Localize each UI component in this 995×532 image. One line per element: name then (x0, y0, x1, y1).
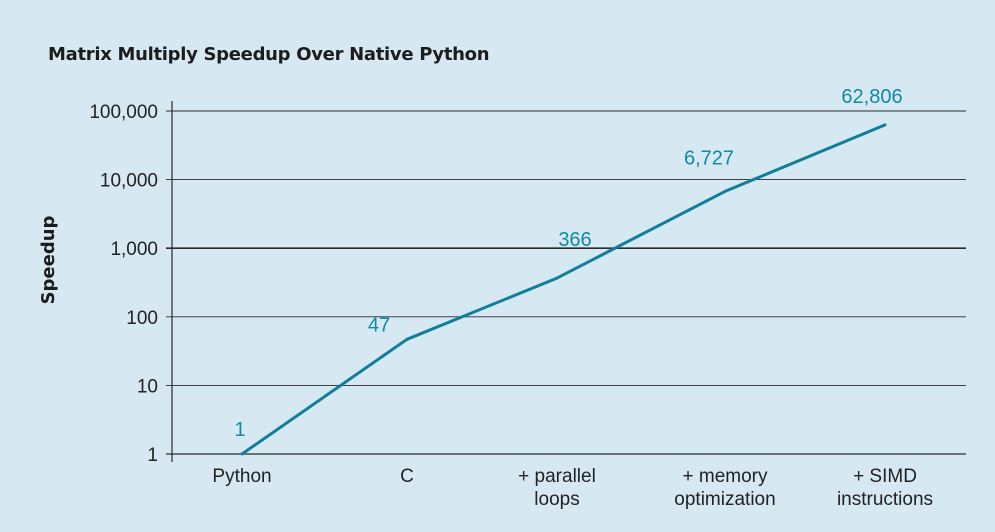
series-speedup (240, 123, 887, 456)
data-labels: 1 47 366 6,727 62,806 (234, 86, 902, 441)
y-tick-labels: 1 10 100 1,000 10,000 100,000 (89, 102, 158, 466)
data-point (555, 276, 559, 280)
y-tick-label-1: 1 (147, 445, 158, 466)
chart-title: Matrix Multiply Speedup Over Native Pyth… (48, 44, 490, 65)
y-tick-label-100000: 100,000 (89, 102, 158, 123)
x-tick-label-4: + SIMD instructions (837, 466, 933, 510)
axes (166, 101, 966, 462)
series-line (241, 123, 886, 456)
y-tick-label-100: 100 (126, 308, 158, 329)
data-point (723, 189, 727, 193)
x-tick-label-3: + memory optimization (674, 466, 775, 510)
data-point (240, 452, 244, 456)
x-tick-label-2: + parallel loops (518, 466, 596, 510)
x-tick-labels: Python C + parallel loops + memory optimizati… (212, 466, 933, 510)
data-point (405, 337, 409, 341)
data-label: 1 (234, 419, 245, 441)
grid-lines (166, 110, 966, 386)
x-tick-label-0: Python (212, 466, 271, 487)
y-tick-label-1000: 1,000 (110, 239, 158, 260)
data-label: 366 (558, 229, 591, 251)
y-tick-label-10: 10 (137, 376, 158, 397)
data-label: 6,727 (684, 147, 734, 169)
y-tick-label-10000: 10,000 (100, 171, 158, 192)
data-point (883, 123, 887, 127)
y-axis-title: Speedup (38, 215, 59, 304)
x-tick-label-1: C (400, 466, 414, 487)
data-label: 47 (368, 314, 390, 336)
data-label: 62,806 (841, 86, 902, 108)
